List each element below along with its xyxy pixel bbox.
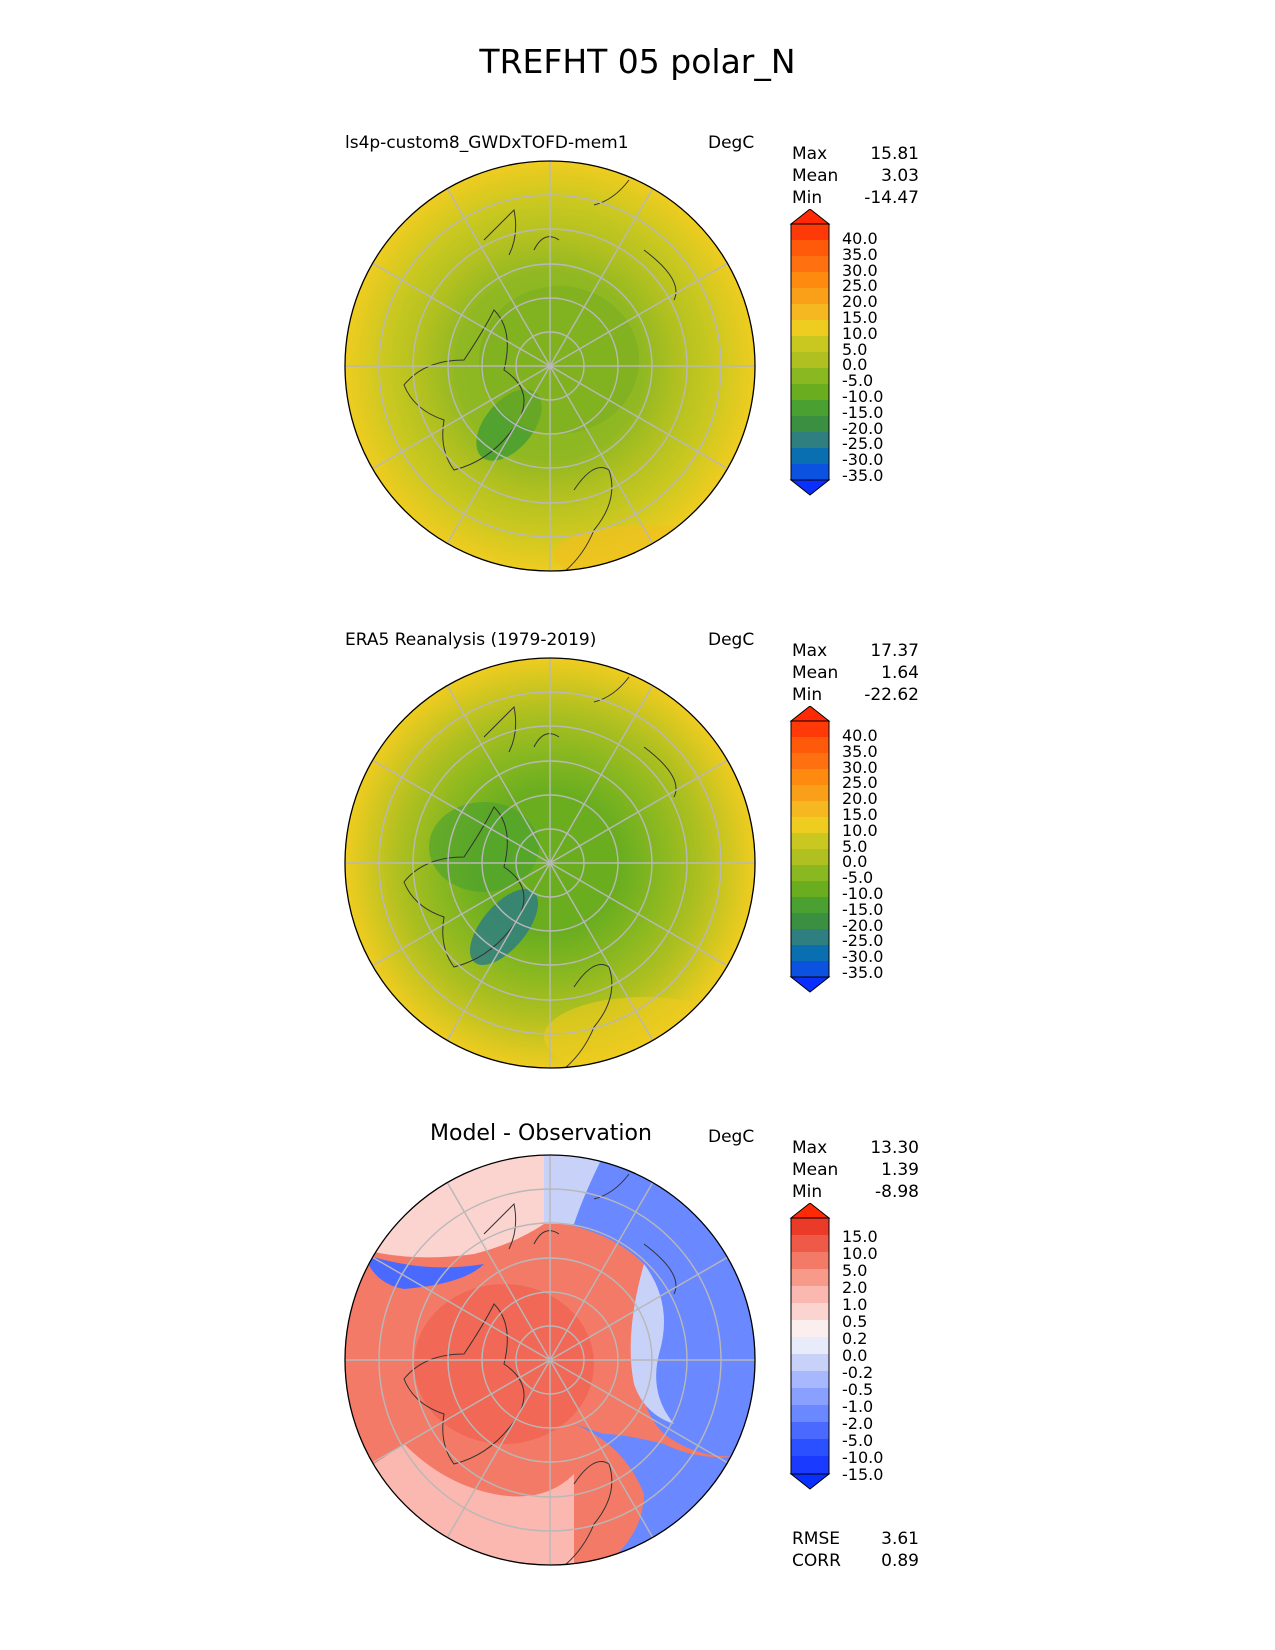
colorbar-ticks: 40.0 35.0 30.0 25.0 20.0 15.0 10.0 5.0 0.0 -5… [842,231,883,484]
stats-box: Max 17.37 Mean 1.64 Min -22.62 [792,640,919,706]
units-label: DegC [708,630,755,650]
tick: 25.0 [842,773,878,793]
tick: -30.0 [842,450,884,470]
tick: 10.0 [842,1244,878,1263]
units-label: DegC [708,133,755,153]
tick: 40.0 [842,726,878,745]
mean-value: 1.64 [881,663,919,683]
graticule [345,658,755,1068]
tick: -35.0 [842,962,884,982]
metrics-box: RMSE 3.61 CORR 0.89 [792,1528,919,1572]
polar-map [344,657,756,1069]
max-label: Max [792,641,828,661]
corr-value: 0.89 [881,1551,919,1571]
tick: 20.0 [842,789,878,809]
tick: 30.0 [842,260,878,280]
tick: -35.0 [842,465,884,485]
graticule [345,161,755,571]
tick: -2.0 [842,1414,874,1433]
max-label: Max [792,1138,828,1158]
tick: -15.0 [842,899,884,919]
tick: 5.0 [842,339,868,359]
max-value: 17.37 [870,641,919,661]
tick: 5.0 [842,1261,868,1280]
corr-label: CORR [792,1551,841,1571]
mean-value: 3.03 [881,166,919,186]
panel-title: Model - Observation [430,1121,652,1146]
rmse-value: 3.61 [881,1529,919,1549]
tick: -10.0 [842,883,884,903]
tick: 35.0 [842,244,878,264]
coastline [403,806,525,968]
min-value: -8.98 [875,1182,919,1202]
max-value: 13.30 [870,1138,919,1158]
graticule [345,1155,755,1565]
units-label: DegC [708,1127,755,1147]
tick: -20.0 [842,418,884,438]
max-label: Max [792,144,828,164]
tick: -5.0 [842,1431,874,1450]
min-label: Min [792,1182,823,1202]
tick: -10.0 [842,386,884,406]
tick: 15.0 [842,1227,878,1246]
tick: -15.0 [842,1465,884,1484]
tick: 15.0 [842,804,878,824]
rmse-label: RMSE [792,1529,841,1549]
tick: -0.5 [842,1380,874,1399]
mean-label: Mean [792,1160,839,1180]
colorbar-ticks: 40.0 35.0 30.0 25.0 20.0 15.0 10.0 5.0 0.0 -5… [842,728,883,981]
mean-value: 1.39 [881,1160,919,1180]
coastline [403,309,525,471]
tick: 20.0 [842,292,878,312]
tick: -20.0 [842,915,884,935]
min-label: Min [792,685,823,705]
tick: -25.0 [842,931,884,951]
min-value: -22.62 [864,685,919,705]
tick: 10.0 [842,820,878,840]
colorbar: 15.0 10.0 5.0 2.0 1.0 0.5 0.2 0.0 -0.2 -0.5 -… [788,1202,883,1497]
tick: -30.0 [842,947,884,967]
min-label: Min [792,188,823,208]
tick: 0.0 [842,1346,868,1365]
tick: -15.0 [842,402,884,422]
panel-difference: Model - Observation DegC Max 13.30 Mean 1.… [0,1121,1275,1597]
figure-title: TREFHT 05 polar_N [479,42,796,81]
polar-map [344,160,756,572]
tick: 2.0 [842,1278,868,1297]
tick: -10.0 [842,1448,884,1467]
stats-box: Max 15.81 Mean 3.03 Min -14.47 [792,143,919,209]
colorbar-ticks: 15.0 10.0 5.0 2.0 1.0 0.5 0.2 0.0 -0.2 -0.5 -… [842,1228,883,1483]
stats-box: Max 13.30 Mean 1.39 Min -8.98 [792,1137,919,1203]
panel-reference: ERA5 Reanalysis (1979-2019) DegC Max 17.3… [0,630,1275,1100]
max-value: 15.81 [870,144,919,164]
mean-label: Mean [792,663,839,683]
panel-title: ERA5 Reanalysis (1979-2019) [345,630,597,650]
min-value: -14.47 [864,188,919,208]
mean-label: Mean [792,166,839,186]
tick: 35.0 [842,741,878,761]
tick: 25.0 [842,276,878,296]
panel-title: ls4p-custom8_GWDxTOFD-mem1 [345,133,629,153]
tick: 1.0 [842,1295,868,1314]
tick: -25.0 [842,434,884,454]
tick: -5.0 [842,371,874,391]
tick: -5.0 [842,868,874,888]
tick: 0.5 [842,1312,868,1331]
tick: 10.0 [842,323,878,343]
panel-test: ls4p-custom8_GWDxTOFD-mem1 DegC Max 15.81… [0,133,1275,603]
tick: 0.0 [842,852,868,872]
coastline [403,1303,525,1465]
tick: -1.0 [842,1397,874,1416]
tick: 30.0 [842,757,878,777]
tick: 0.0 [842,355,868,375]
tick: 40.0 [842,229,878,248]
tick: 15.0 [842,307,878,327]
colorbar: 40.0 35.0 30.0 25.0 20.0 15.0 10.0 5.0 0.0 -5… [788,208,883,503]
tick: -0.2 [842,1363,874,1382]
tick: 5.0 [842,836,868,856]
tick: 0.2 [842,1329,868,1348]
colorbar: 40.0 35.0 30.0 25.0 20.0 15.0 10.0 5.0 0.0 -5… [788,705,883,1000]
polar-map [344,1154,756,1566]
